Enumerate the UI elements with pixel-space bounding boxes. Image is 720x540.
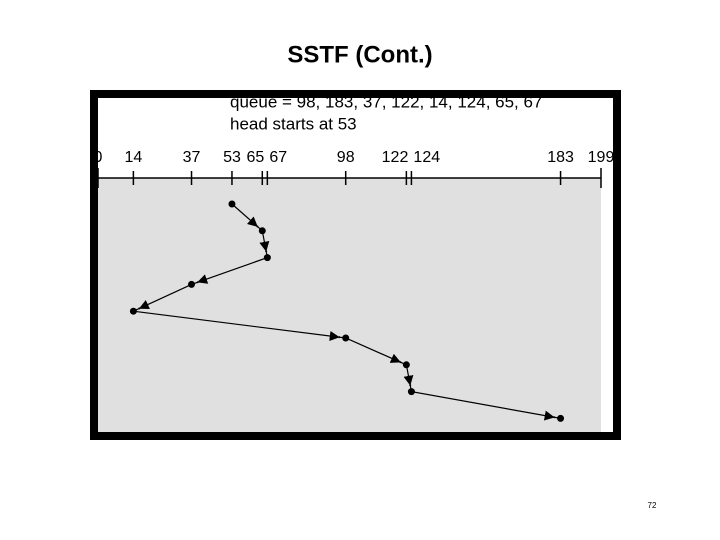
x-tick-label: 0 — [94, 149, 103, 166]
annotation: head starts at 53 — [230, 114, 357, 133]
x-tick-label: 183 — [547, 149, 574, 166]
chart: 0 14 37 53 65 67 98 122 124 183 199 — [94, 149, 615, 422]
seek-point — [407, 388, 415, 396]
seek-point — [228, 200, 236, 208]
x-tick-label: 199 — [588, 149, 615, 166]
x-tick-label: 67 — [269, 149, 287, 166]
x-tick-label: 122 — [382, 149, 409, 166]
arrowhead — [246, 216, 259, 228]
plot-area — [98, 178, 601, 432]
x-tick-label: 14 — [124, 149, 142, 166]
x-tick-label: 98 — [337, 149, 355, 166]
x-tick-label: 65 — [246, 149, 264, 166]
seek-point — [258, 227, 266, 235]
seek-point — [129, 307, 137, 315]
seek-point — [557, 414, 565, 422]
x-tick-label: 53 — [223, 149, 241, 166]
seek-point — [263, 254, 271, 262]
seek-point — [342, 334, 350, 342]
seek-point — [402, 361, 410, 369]
slide-title: SSTF (Cont.) — [287, 41, 432, 68]
x-tick-label: 124 — [413, 149, 440, 166]
x-tick-label: 37 — [183, 149, 201, 166]
page-number: 72 — [648, 501, 657, 510]
annotation: queue = 98, 183, 37, 122, 14, 124, 65, 6… — [230, 92, 542, 111]
seek-point — [188, 280, 196, 288]
